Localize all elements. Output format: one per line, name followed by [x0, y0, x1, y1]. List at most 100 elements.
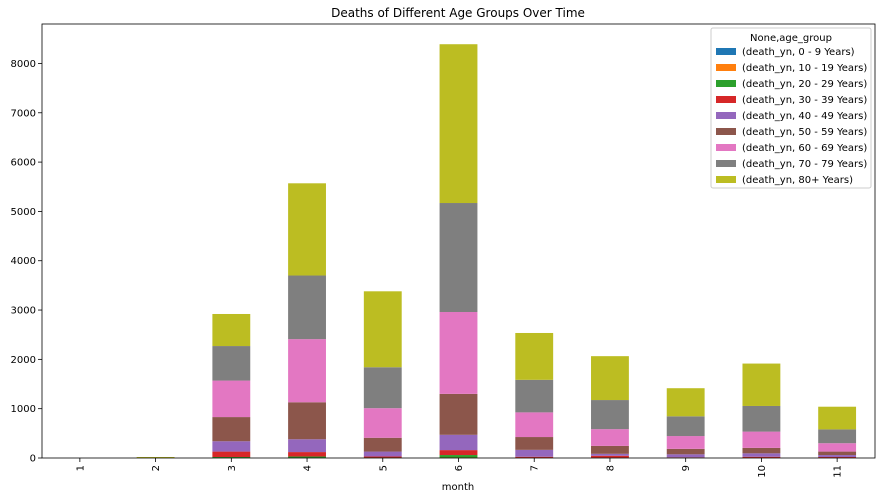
legend-items: (death_yn, 0 - 9 Years) (death_yn, 10 - 1…	[716, 47, 867, 186]
legend-label-3: (death_yn, 30 - 39 Years)	[742, 95, 867, 106]
bar-segment-month-3-series-3	[212, 451, 251, 458]
bar-segment-month-6-series-6	[439, 312, 478, 394]
y-tick-label-1000: 1000	[11, 404, 36, 415]
bar-segment-month-7-series-4	[515, 449, 554, 457]
bar-segment-month-8-series-7	[591, 400, 629, 430]
bar-segment-month-9-series-6	[666, 436, 705, 449]
bar-segment-month-6-series-8	[439, 44, 478, 204]
bar-segment-month-9-series-4	[666, 454, 705, 458]
x-tick-label-1: 1	[75, 465, 86, 471]
legend-label-6: (death_yn, 60 - 69 Years)	[742, 143, 867, 154]
x-axis-label: month	[442, 482, 474, 493]
bar-segment-month-8-series-3	[591, 455, 629, 458]
bar-segment-month-3-series-7	[212, 346, 251, 381]
bar-segment-month-5-series-7	[363, 367, 402, 409]
bar-segment-month-3-series-8	[212, 313, 251, 347]
bar-segment-month-4-series-2	[288, 456, 326, 458]
bar-segment-month-11-series-3	[818, 457, 857, 458]
bar-segment-month-11-series-4	[818, 455, 857, 458]
y-tick-label-3000: 3000	[11, 306, 36, 317]
legend-label-7: (death_yn, 70 - 79 Years)	[742, 159, 867, 170]
bar-segment-month-11-series-8	[818, 406, 857, 430]
bar-segment-month-2-series-8	[136, 457, 175, 458]
bar-segment-month-4-series-5	[288, 402, 326, 440]
y-tick-label-5000: 5000	[11, 207, 36, 218]
x-tick-label-5: 5	[378, 465, 389, 471]
legend-swatch-6	[716, 144, 736, 151]
bar-segment-month-4-series-8	[288, 183, 326, 276]
bar-segment-month-11-series-7	[818, 429, 857, 444]
bar-segment-month-4-series-6	[288, 339, 326, 403]
legend-label-0: (death_yn, 0 - 9 Years)	[742, 47, 855, 58]
legend-swatch-2	[716, 80, 736, 87]
bars-group	[136, 44, 857, 458]
y-tick-label-7000: 7000	[11, 108, 36, 119]
bar-segment-month-3-series-2	[212, 457, 251, 458]
y-tick-label-6000: 6000	[11, 158, 36, 169]
legend-swatch-4	[716, 112, 736, 119]
y-tick-label-2000: 2000	[11, 355, 36, 366]
legend-swatch-5	[716, 128, 736, 135]
bar-segment-month-7-series-5	[515, 437, 554, 450]
y-tick-label-0: 0	[30, 454, 36, 465]
bar-segment-month-5-series-6	[363, 408, 402, 438]
x-tick-label-3: 3	[227, 465, 238, 471]
legend-label-1: (death_yn, 10 - 19 Years)	[742, 63, 867, 74]
bar-segment-month-3-series-4	[212, 441, 251, 452]
x-axis: 1 2 3 4 5 6 7 8 9 10 11	[75, 458, 844, 478]
bar-segment-month-10-series-8	[742, 363, 781, 406]
bar-segment-month-8-series-5	[591, 445, 629, 454]
y-axis: 0 1000 2000 3000 4000 5000 6000 7000 8000	[11, 59, 42, 465]
bar-segment-month-5-series-3	[363, 456, 402, 458]
bar-segment-month-10-series-7	[742, 405, 781, 432]
bar-segment-month-5-series-5	[363, 437, 402, 452]
legend-swatch-3	[716, 96, 736, 103]
y-tick-label-8000: 8000	[11, 59, 36, 70]
bar-segment-month-7-series-6	[515, 412, 554, 438]
bar-segment-month-8-series-8	[591, 356, 629, 401]
legend-box	[710, 27, 872, 189]
legend-swatch-0	[716, 48, 736, 55]
bar-segment-month-4-series-4	[288, 439, 326, 453]
bar-segment-month-6-series-3	[439, 450, 478, 456]
bar-segment-month-3-series-5	[212, 417, 251, 442]
y-tick-label-4000: 4000	[11, 256, 36, 267]
legend: None,age_group (death_yn, 0 - 9 Years)(d…	[710, 27, 872, 189]
bar-segment-month-8-series-4	[591, 453, 629, 456]
bar-segment-month-10-series-4	[742, 453, 781, 457]
bar-segment-month-3-series-6	[212, 380, 251, 418]
bar-segment-month-8-series-6	[591, 429, 629, 446]
legend-swatch-1	[716, 64, 736, 71]
bar-segment-month-11-series-5	[818, 451, 857, 456]
bar-segment-month-10-series-5	[742, 447, 781, 454]
legend-title: None,age_group	[750, 33, 832, 44]
plot-frame	[41, 23, 876, 459]
bar-segment-month-6-series-4	[439, 434, 478, 451]
x-tick-label-9: 9	[681, 465, 692, 471]
bar-segment-month-7-series-3	[515, 456, 554, 458]
bar-segment-month-9-series-5	[666, 448, 705, 455]
legend-label-5: (death_yn, 50 - 59 Years)	[742, 127, 867, 138]
bar-segment-month-7-series-8	[515, 332, 554, 380]
x-tick-label-2: 2	[151, 465, 162, 471]
x-tick-label-10: 10	[757, 465, 768, 478]
legend-label-2: (death_yn, 20 - 29 Years)	[742, 79, 867, 90]
x-tick-label-8: 8	[605, 465, 616, 471]
legend-label-4: (death_yn, 40 - 49 Years)	[742, 111, 867, 122]
x-tick-label-4: 4	[303, 465, 314, 471]
bar-segment-month-11-series-6	[818, 443, 857, 452]
bar-segment-month-10-series-3	[742, 456, 781, 458]
bar-segment-month-6-series-2	[439, 455, 478, 458]
bar-segment-month-10-series-6	[742, 431, 781, 448]
chart-title: Deaths of Different Age Groups Over Time	[331, 6, 585, 20]
bar-segment-month-5-series-4	[363, 451, 402, 457]
bar-segment-month-4-series-3	[288, 452, 326, 457]
bar-segment-month-6-series-7	[439, 203, 478, 313]
x-tick-label-7: 7	[530, 465, 541, 471]
legend-label-8: (death_yn, 80+ Years)	[742, 175, 853, 186]
bar-segment-month-5-series-8	[363, 291, 402, 368]
bar-segment-month-9-series-8	[666, 388, 705, 417]
x-tick-label-11: 11	[833, 465, 844, 478]
bar-segment-month-6-series-5	[439, 393, 478, 435]
